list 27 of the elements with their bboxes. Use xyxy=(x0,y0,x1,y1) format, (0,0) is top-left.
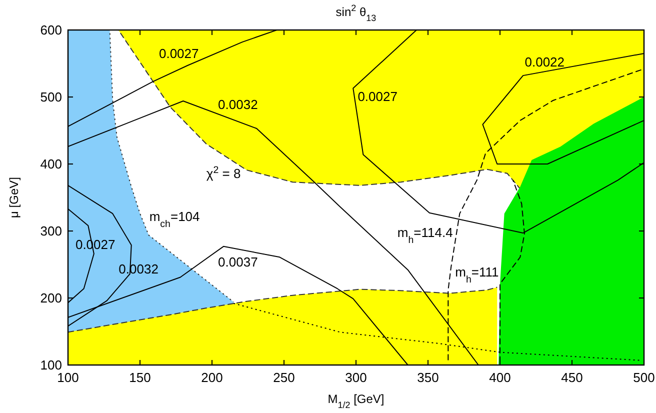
annotation: m$_{h}$=114.4 xyxy=(397,224,453,246)
x-tick-label: 250 xyxy=(273,370,295,385)
y-tick-label: 100 xyxy=(40,358,62,372)
y-tick-label: 400 xyxy=(40,156,62,172)
x-tick-label: 200 xyxy=(201,370,223,385)
y-axis-title: μ [GeV] xyxy=(7,177,21,218)
annotation: 0.0037 xyxy=(218,254,258,270)
chart-title: sin$^{2}$ θ$_{13}$ xyxy=(336,3,376,23)
annotation: 0.0027 xyxy=(158,46,199,61)
annotation: χ$^{2}$ = 8 xyxy=(206,164,241,181)
annotation: m$_{h}$=111 xyxy=(455,264,499,285)
x-tick-label: 100 xyxy=(57,370,79,385)
annotation: 0.0022 xyxy=(524,54,565,70)
annotation: 0.0032 xyxy=(218,96,258,112)
y-tick-label: 200 xyxy=(40,290,62,306)
x-tick-label: 350 xyxy=(417,370,439,385)
x-axis-title: M$_{1/2}$ [GeV] xyxy=(328,392,384,410)
x-tick-label: 150 xyxy=(129,370,151,385)
x-tick-label: 500 xyxy=(633,370,655,385)
y-tick-label: 500 xyxy=(40,90,62,104)
y-tick-label: 300 xyxy=(40,224,62,238)
x-tick-label: 300 xyxy=(345,370,367,385)
x-tick-label: 400 xyxy=(489,370,511,385)
x-tick-label: 450 xyxy=(561,370,583,385)
y-tick-label: 600 xyxy=(40,22,62,38)
annotation: m$_{ch}$=104 xyxy=(149,208,200,230)
annotation: 0.0027 xyxy=(358,88,398,104)
